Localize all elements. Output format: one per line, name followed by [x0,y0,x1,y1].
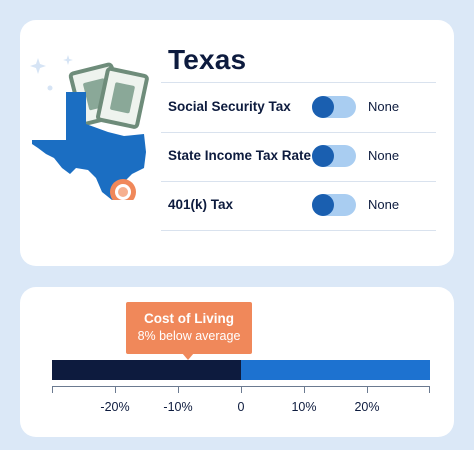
bar-above-average [241,360,430,380]
divider [161,181,436,182]
axis-tick [304,386,305,393]
bar-below-average [52,360,241,380]
divider [161,230,436,231]
tax-label: State Income Tax Rate [168,148,312,163]
axis-tick [115,386,116,393]
tax-label: Social Security Tax [168,99,291,114]
sparkle-icon [30,55,73,91]
axis-tick [241,386,242,393]
cost-of-living-bar [52,360,430,380]
tax-row-social-security: Social Security Tax None [161,83,436,132]
tax-value: None [368,197,400,212]
axis-tick [52,386,53,393]
callout-pointer [182,353,194,360]
location-target-icon [110,179,136,200]
axis-tick-label: -20% [100,400,130,414]
tax-value: None [368,99,400,114]
toggle-knob [312,96,334,118]
cost-of-living-callout: Cost of Living 8% below average [126,302,252,354]
axis-tick-label: 10% [291,400,317,414]
toggle-knob [312,194,334,216]
toggle-knob [312,145,334,167]
tax-value: None [368,148,400,163]
axis-tick [429,386,430,393]
cost-of-living-axis: -20% -10% 0 10% 20% [52,386,430,416]
axis-tick-label: 20% [354,400,380,414]
state-title: Texas [168,44,247,75]
divider [161,132,436,133]
tax-info-card: Texas Social Security Tax None State Inc… [20,20,454,266]
social-security-toggle[interactable] [312,96,356,118]
tax-row-401k: 401(k) Tax None [161,181,436,230]
axis-tick [178,386,179,393]
axis-tick-label: 0 [237,400,245,414]
callout-subtitle: 8% below average [137,329,241,343]
axis-tick-label: -10% [163,400,193,414]
callout-title: Cost of Living [144,311,234,326]
texas-illustration [30,55,149,200]
axis-tick [367,386,368,393]
texas-map-icon [32,92,146,200]
401k-toggle[interactable] [312,194,356,216]
divider [161,82,436,83]
tax-label: 401(k) Tax [168,197,234,212]
state-income-toggle[interactable] [312,145,356,167]
tax-row-state-income: State Income Tax Rate None [161,132,436,181]
